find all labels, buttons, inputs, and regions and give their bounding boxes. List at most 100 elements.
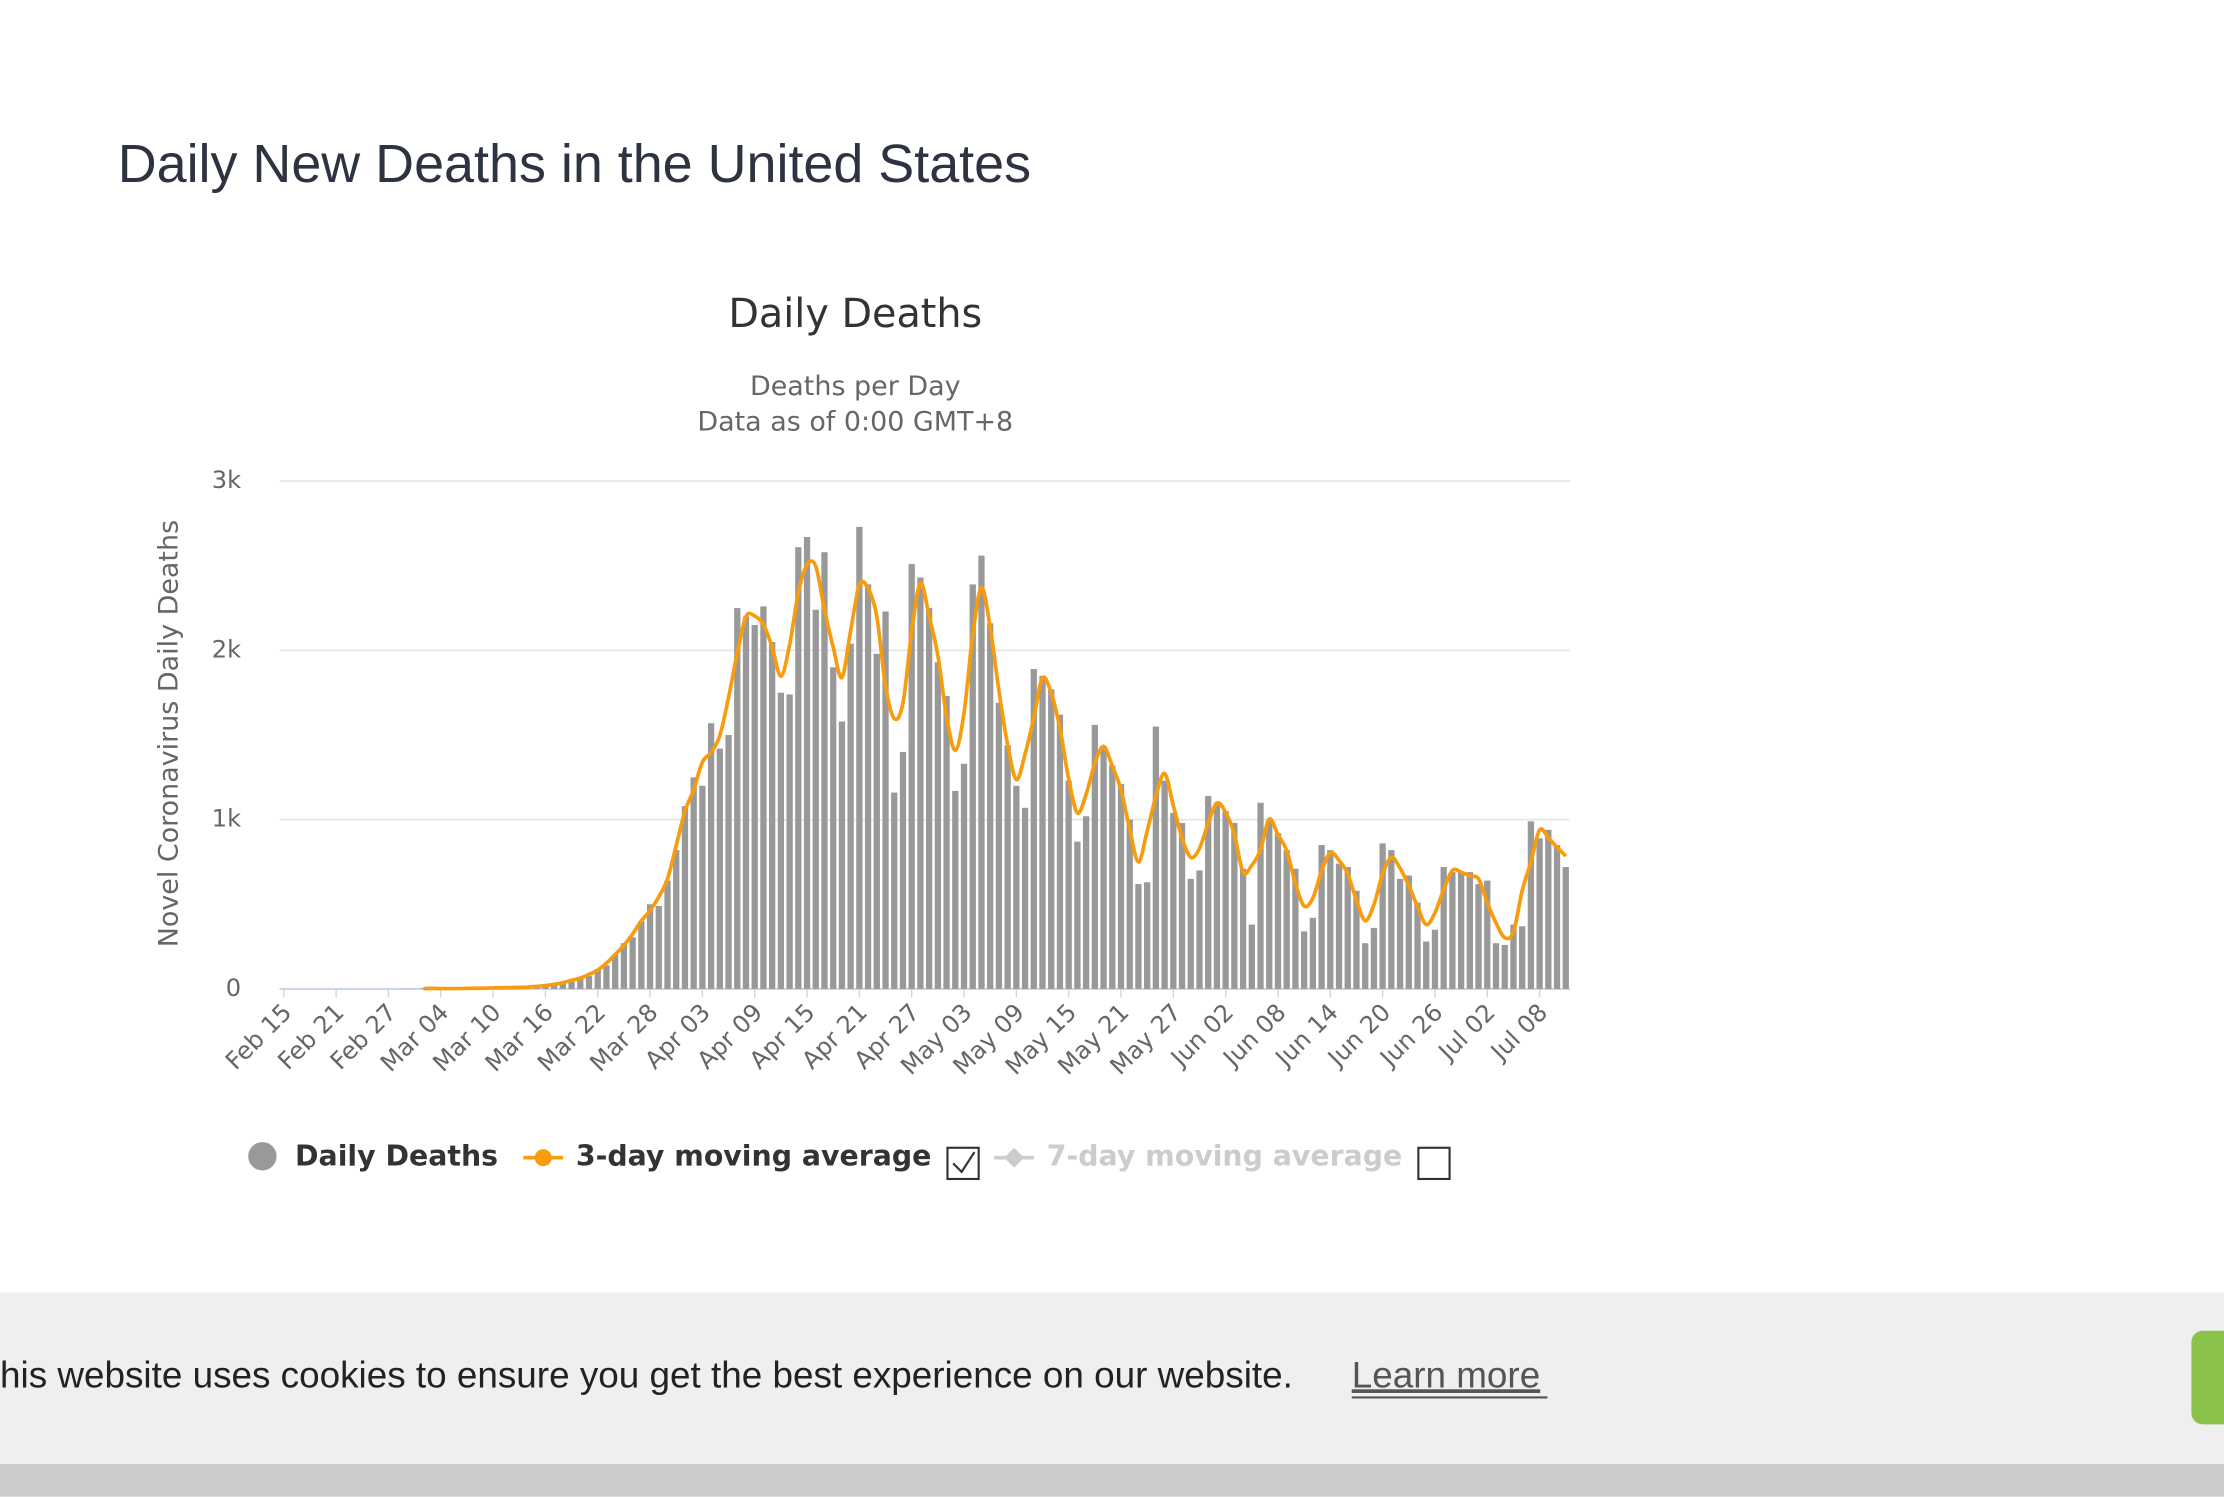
- bar: [1187, 878, 1194, 989]
- legend-label[interactable]: Daily Deaths: [295, 1140, 498, 1173]
- bar: [673, 850, 680, 989]
- bar: [917, 577, 924, 989]
- bar: [1048, 689, 1055, 989]
- y-tick-label: 2k: [212, 635, 241, 663]
- legend-marker[interactable]: [1004, 1147, 1025, 1168]
- y-axis-title: Novel Coronavirus Daily Deaths: [154, 520, 185, 947]
- bar: [699, 785, 706, 989]
- legend-marker[interactable]: [534, 1149, 552, 1167]
- bar: [934, 662, 941, 989]
- bar: [1370, 927, 1378, 989]
- learn-more-link[interactable]: Learn more: [1352, 1354, 1541, 1395]
- bar: [1527, 821, 1535, 989]
- bar: [1283, 850, 1290, 989]
- bar: [1117, 784, 1125, 989]
- bar: [1449, 872, 1456, 989]
- bar: [1501, 944, 1508, 989]
- bar: [891, 792, 898, 989]
- bar: [1379, 843, 1386, 989]
- bar: [856, 526, 863, 989]
- accept-button[interactable]: [2191, 1330, 2224, 1425]
- y-tick-label: 3k: [212, 466, 241, 494]
- bar: [1274, 833, 1282, 989]
- legend-label[interactable]: 7-day moving average: [1047, 1140, 1403, 1173]
- bar: [1091, 724, 1098, 989]
- x-tick-label: Jul 08: [1484, 998, 1553, 1067]
- bar: [1457, 872, 1465, 989]
- legend-label[interactable]: 3-day moving average: [576, 1140, 932, 1173]
- checkbox[interactable]: [1417, 1146, 1451, 1181]
- bar: [1431, 929, 1439, 989]
- bar: [1126, 819, 1133, 989]
- bar: [742, 616, 750, 989]
- bar: [1013, 785, 1020, 989]
- bar: [1414, 902, 1421, 989]
- bar: [1344, 867, 1351, 989]
- bar: [734, 608, 741, 989]
- page-heading: Daily New Deaths in the United States: [118, 134, 1031, 194]
- bar: [847, 643, 854, 989]
- legend: Daily Deaths 3-day moving average 7-day mo…: [248, 1140, 1451, 1181]
- bar: [1161, 780, 1168, 989]
- bar: [594, 969, 601, 989]
- bar: [1362, 943, 1369, 989]
- bar: [969, 584, 976, 989]
- bar: [638, 921, 645, 989]
- bar: [664, 880, 671, 989]
- bar: [550, 984, 558, 989]
- bar: [559, 982, 566, 989]
- bar: [725, 735, 732, 989]
- bar: [952, 790, 959, 989]
- bar: [1082, 816, 1090, 989]
- bar: [1170, 812, 1177, 989]
- bar: [603, 965, 610, 989]
- cookie-banner: [0, 1292, 2224, 1465]
- bar: [1309, 917, 1317, 989]
- bar: [1135, 883, 1142, 989]
- bar: [620, 943, 628, 989]
- bar: [1266, 821, 1273, 989]
- chart-subtitle: Data as of 0:00 GMT+8: [697, 406, 1013, 437]
- bar: [908, 564, 915, 989]
- bar: [786, 694, 793, 989]
- bar: [1257, 802, 1264, 989]
- bar: [1213, 802, 1221, 989]
- bar: [995, 702, 1003, 989]
- bar: [1301, 931, 1308, 989]
- bar: [873, 653, 880, 989]
- bar: [568, 980, 575, 989]
- bar: [1196, 870, 1203, 989]
- bar: [1353, 890, 1360, 989]
- bar: [707, 723, 715, 989]
- bar: [838, 721, 846, 989]
- bar: [1039, 675, 1046, 989]
- bar: [1536, 838, 1543, 989]
- bar: [1222, 811, 1229, 989]
- legend-marker[interactable]: [248, 1142, 277, 1171]
- bar: [1318, 845, 1325, 989]
- bar: [1388, 850, 1395, 989]
- bar: [795, 547, 802, 989]
- bar: [1178, 823, 1186, 989]
- bar: [882, 611, 889, 989]
- bar: [1475, 883, 1482, 989]
- bar: [1231, 823, 1238, 989]
- bar: [803, 536, 811, 989]
- bar: [760, 606, 767, 989]
- bar: [1205, 795, 1212, 989]
- bar: [830, 667, 837, 989]
- bar: [751, 625, 758, 989]
- bar: [716, 748, 723, 989]
- bar: [821, 552, 828, 989]
- bar: [1510, 924, 1517, 989]
- bar: [1562, 867, 1569, 989]
- bar: [1396, 878, 1404, 989]
- bar: [777, 692, 785, 989]
- bar: [1405, 875, 1412, 989]
- bar: [577, 977, 584, 989]
- bar: [1074, 841, 1081, 989]
- bar: [1553, 845, 1561, 989]
- bar: [864, 584, 872, 989]
